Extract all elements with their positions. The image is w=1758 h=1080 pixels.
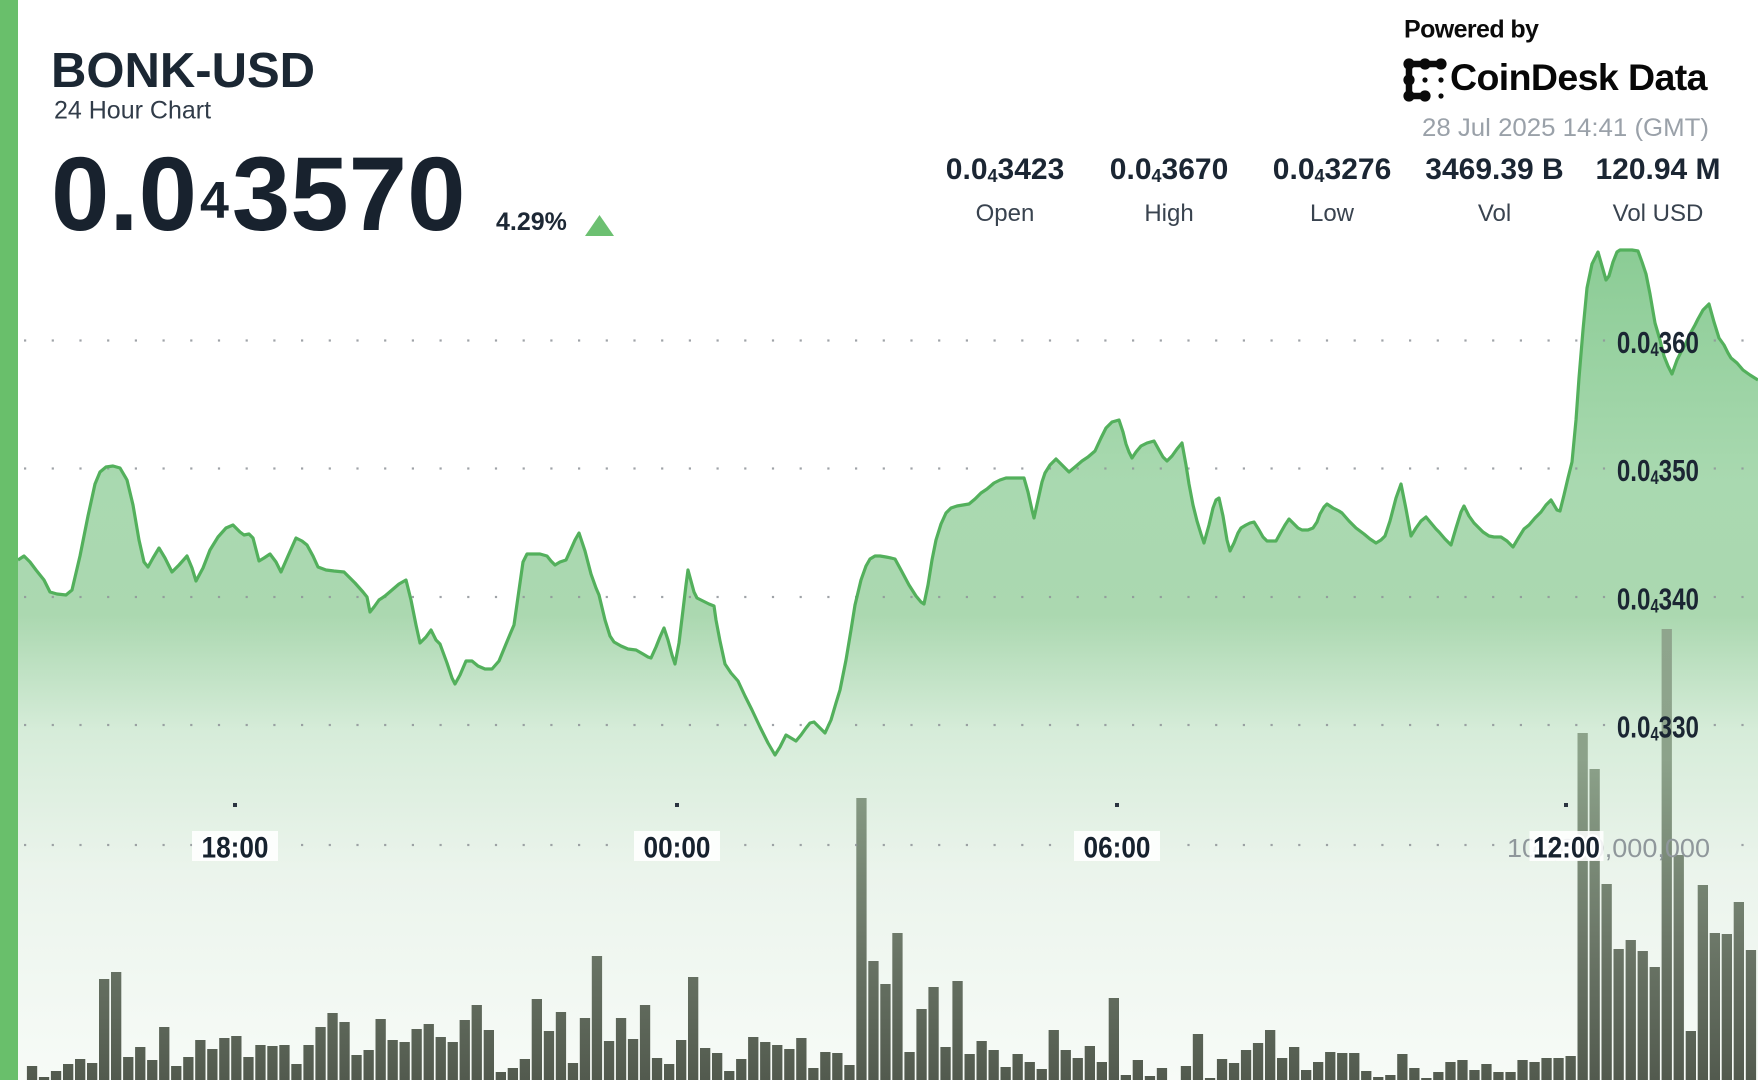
svg-text:High: High	[1144, 200, 1193, 227]
svg-text:06:00: 06:00	[1084, 832, 1151, 865]
svg-text:12:00: 12:00	[1533, 832, 1600, 865]
svg-text:Vol USD: Vol USD	[1613, 200, 1704, 227]
svg-text:Data: Data	[1628, 56, 1709, 98]
svg-text:Open: Open	[976, 200, 1035, 227]
svg-text:28 Jul 2025 14:41 (GMT): 28 Jul 2025 14:41 (GMT)	[1422, 114, 1709, 142]
svg-text:Powered by: Powered by	[1404, 16, 1539, 44]
svg-text:0.043670: 0.043670	[1110, 153, 1228, 186]
svg-text:00:00: 00:00	[644, 832, 711, 865]
svg-text:0.04360: 0.04360	[1617, 325, 1699, 360]
svg-text:0.04350: 0.04350	[1617, 453, 1699, 488]
svg-text:BONK-USD: BONK-USD	[51, 44, 315, 98]
svg-text:CoinDesk: CoinDesk	[1450, 56, 1619, 98]
svg-text:0.04330: 0.04330	[1617, 710, 1699, 745]
svg-text:3469.39 B: 3469.39 B	[1425, 153, 1563, 186]
svg-text:Vol: Vol	[1478, 200, 1511, 227]
svg-text:4.29%: 4.29%	[496, 208, 567, 236]
svg-text:0.043423: 0.043423	[946, 153, 1064, 186]
svg-text:0.043276: 0.043276	[1273, 153, 1391, 186]
svg-text:120.94 M: 120.94 M	[1595, 153, 1720, 186]
svg-text:0.04340: 0.04340	[1617, 582, 1699, 617]
svg-text:18:00: 18:00	[202, 832, 269, 865]
svg-text:0.043570: 0.043570	[51, 136, 465, 253]
svg-text:24 Hour Chart: 24 Hour Chart	[54, 97, 211, 125]
svg-text:Low: Low	[1310, 200, 1355, 227]
